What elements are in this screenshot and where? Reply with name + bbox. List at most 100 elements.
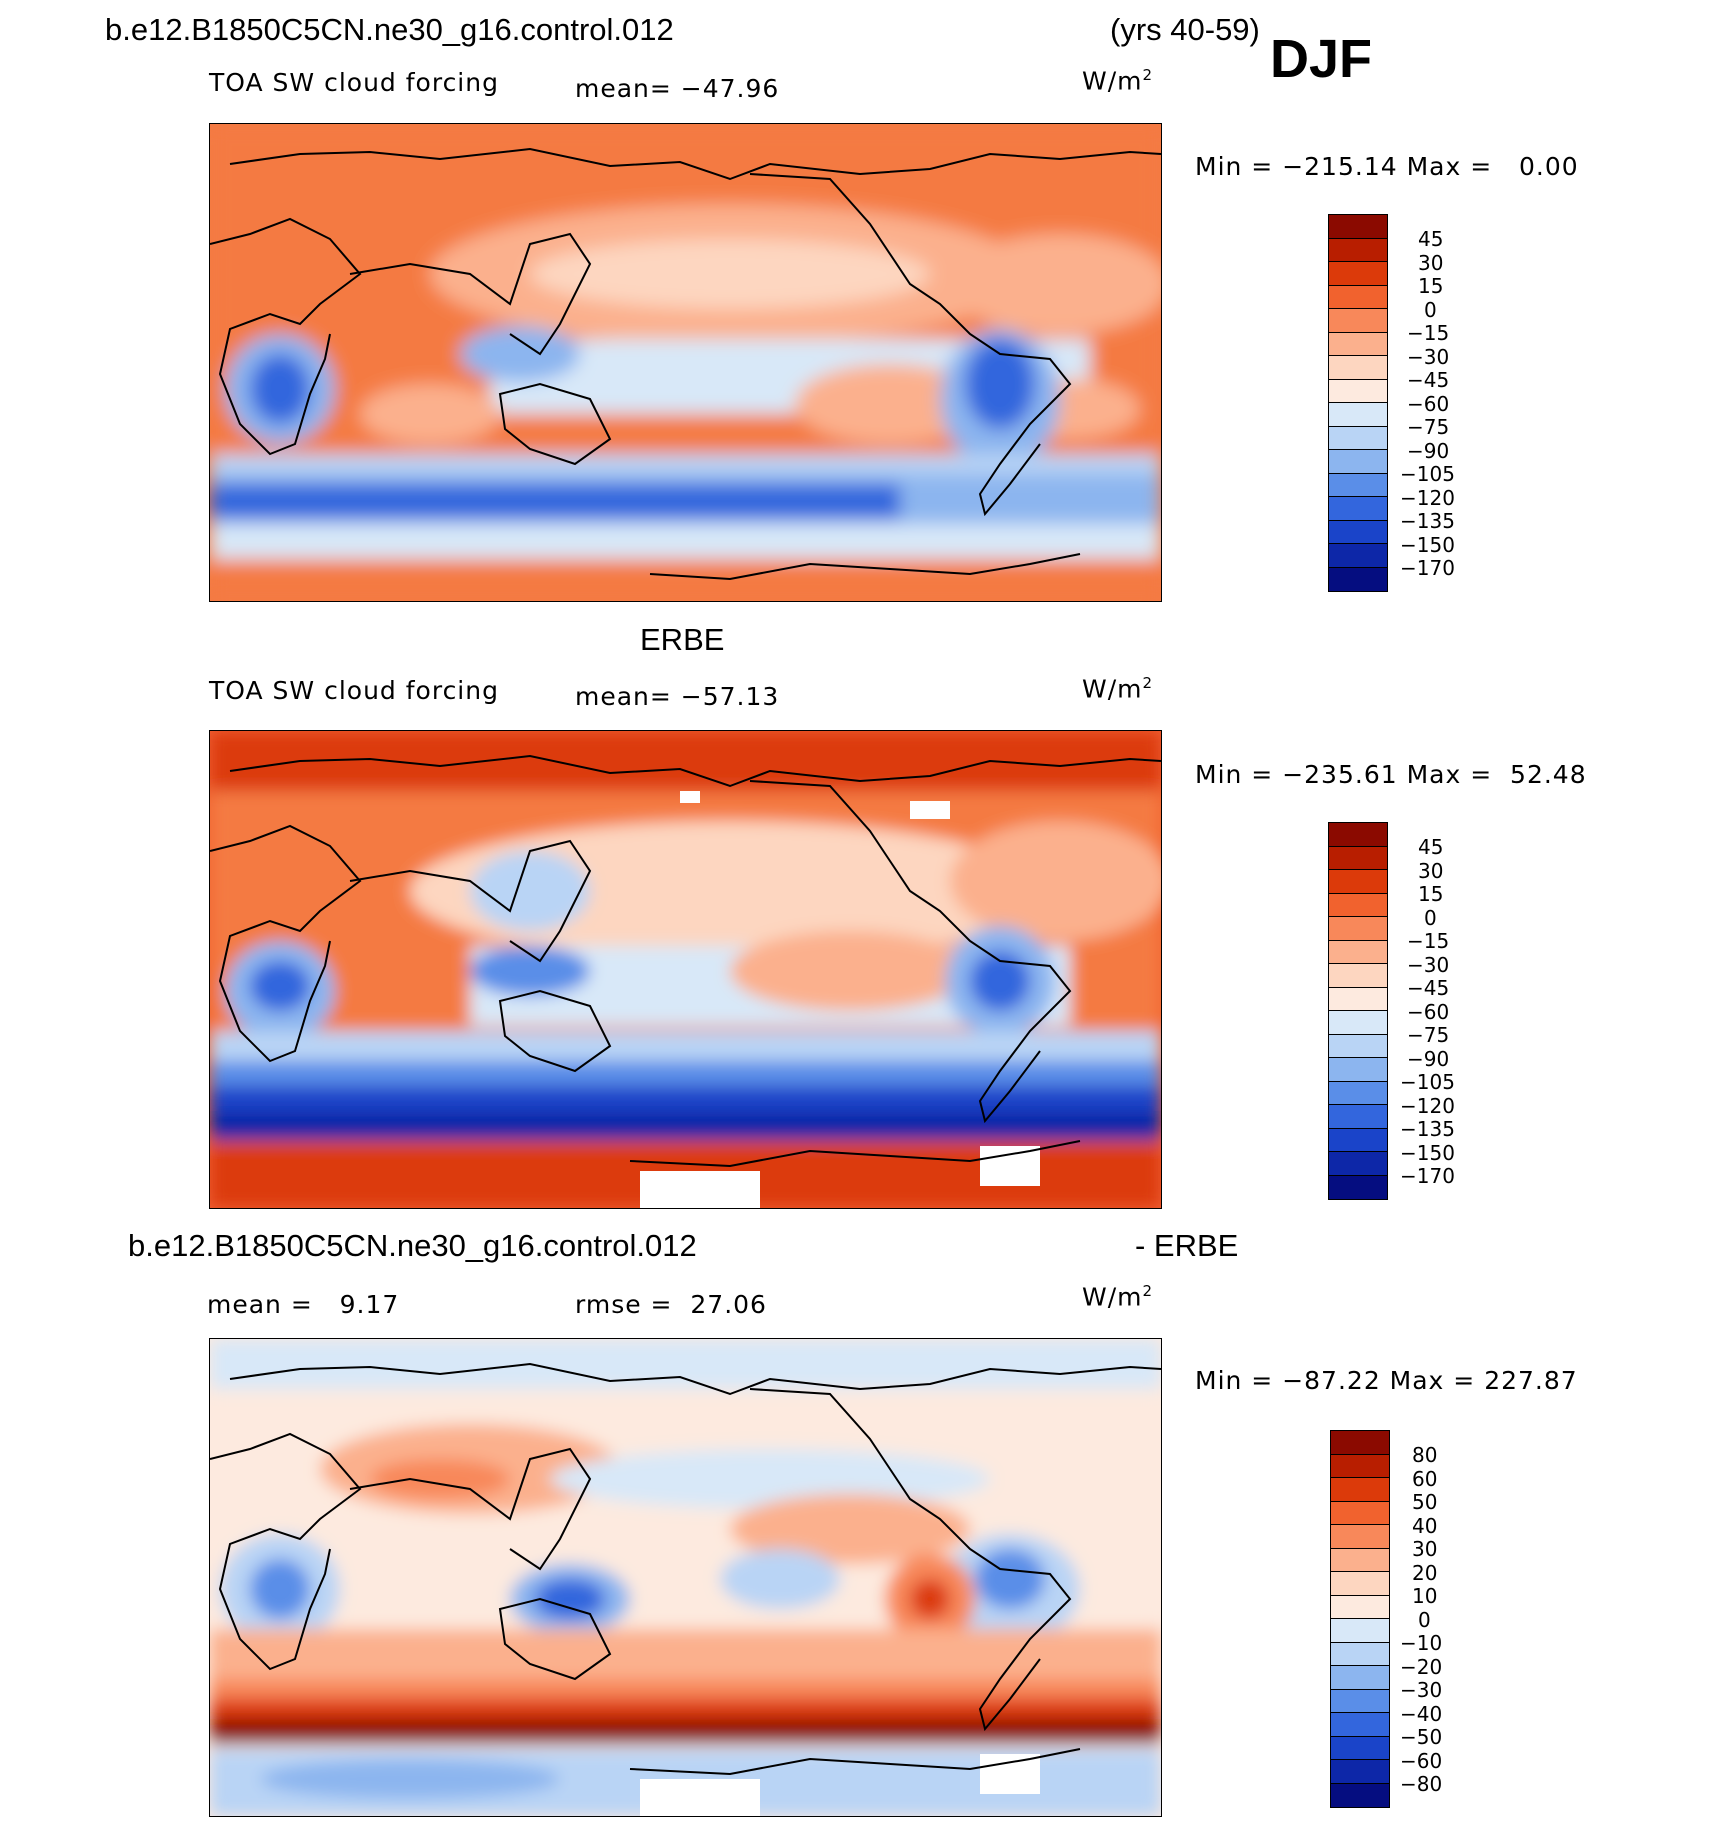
panel1-tick: −150	[1400, 532, 1455, 557]
panel2-variable: TOA SW cloud forcing	[209, 676, 499, 705]
panel3-swatch-15	[1331, 1783, 1389, 1807]
panel2-tick: −30	[1407, 952, 1450, 977]
panel3-tick: 80	[1412, 1443, 1438, 1467]
panel3-tick: −10	[1400, 1631, 1443, 1655]
case-title: b.e12.B1850C5CN.ne30_g16.control.012	[105, 12, 674, 47]
panel1-swatch-10	[1329, 450, 1387, 474]
panel3-tick: 0	[1418, 1607, 1431, 1632]
panel1-swatch-14	[1329, 544, 1387, 568]
panel2-swatch-0	[1329, 823, 1387, 847]
panel3-tick: −60	[1400, 1748, 1443, 1773]
panel2-swatch-8	[1329, 1011, 1387, 1035]
panel1-colorbar	[1328, 214, 1388, 592]
panel1-variable: TOA SW cloud forcing	[209, 68, 499, 97]
panel1-tick: −45	[1407, 368, 1450, 392]
panel2-swatch-14	[1329, 1152, 1387, 1176]
panel2-tick: −150	[1400, 1140, 1455, 1165]
panel2-tick: −105	[1400, 1070, 1455, 1094]
panel2-minmax: Min = −235.61 Max = 52.48	[1195, 760, 1587, 789]
panel2-swatch-12	[1329, 1105, 1387, 1129]
panel1-tick: 45	[1418, 227, 1444, 251]
panel1-tick: −30	[1407, 344, 1450, 369]
panel2-tick: −170	[1400, 1164, 1455, 1188]
panel2-swatch-13	[1329, 1128, 1387, 1152]
panel3-tick: 20	[1412, 1560, 1438, 1585]
panel1-model-map	[209, 123, 1162, 602]
panel1-swatch-12	[1329, 497, 1387, 521]
panel1-tick: 30	[1418, 250, 1444, 275]
panel1-swatch-7	[1329, 379, 1387, 403]
panel2-title: ERBE	[640, 622, 725, 657]
panel1-swatch-8	[1329, 403, 1387, 427]
panel3-minmax: Min = −87.22 Max = 227.87	[1195, 1366, 1578, 1395]
panel2-swatch-6	[1329, 964, 1387, 988]
panel3-swatch-13	[1331, 1736, 1389, 1760]
panel1-swatch-5	[1329, 332, 1387, 356]
panel2-tick: 0	[1424, 905, 1437, 930]
panel1-tick: −170	[1400, 556, 1455, 580]
panel3-swatch-6	[1331, 1572, 1389, 1596]
panel3-swatch-4	[1331, 1525, 1389, 1549]
panel2-swatch-15	[1329, 1175, 1387, 1199]
panel1-tick: 0	[1424, 297, 1437, 322]
panel2-tick: −15	[1407, 929, 1450, 953]
panel3-rmse: rmse = 27.06	[575, 1290, 767, 1319]
panel2-tick: 45	[1418, 835, 1444, 859]
panel2-swatch-1	[1329, 846, 1387, 870]
panel1-swatch-0	[1329, 215, 1387, 239]
panel1-mean: mean= −47.96	[575, 74, 780, 103]
panel1-tick: −75	[1407, 415, 1450, 439]
panel1-swatch-15	[1329, 567, 1387, 591]
panel3-tick: −50	[1400, 1725, 1443, 1749]
panel1-swatch-1	[1329, 238, 1387, 262]
panel3-swatch-5	[1331, 1548, 1389, 1572]
panel3-swatch-2	[1331, 1478, 1389, 1502]
panel1-swatch-4	[1329, 309, 1387, 333]
panel2-units: W/m2	[1082, 674, 1154, 704]
panel3-tick: 50	[1412, 1490, 1438, 1514]
panel2-tick: 15	[1418, 882, 1444, 906]
panel2-tick: 30	[1418, 858, 1444, 883]
panel3-swatch-0	[1331, 1431, 1389, 1455]
panel3-swatch-12	[1331, 1713, 1389, 1737]
panel3-colorbar	[1330, 1430, 1390, 1808]
panel2-swatch-3	[1329, 893, 1387, 917]
panel1-tick: −120	[1400, 485, 1455, 510]
panel1-tick: −135	[1400, 509, 1455, 533]
panel3-units: W/m2	[1082, 1282, 1154, 1312]
panel2-swatch-9	[1329, 1034, 1387, 1058]
panel3-title-right: - ERBE	[1135, 1228, 1239, 1263]
panel3-tick: 30	[1412, 1537, 1438, 1561]
panel3-tick: −80	[1400, 1772, 1443, 1796]
panel2-tick: −60	[1407, 999, 1450, 1024]
panel1-swatch-6	[1329, 356, 1387, 380]
panel2-erbe-map	[209, 730, 1162, 1209]
panel3-tick: −30	[1400, 1678, 1443, 1702]
panel3-tick: −20	[1400, 1654, 1443, 1679]
panel3-difference-map	[209, 1338, 1162, 1817]
panel1-swatch-2	[1329, 262, 1387, 286]
panel1-units: W/m2	[1082, 66, 1154, 96]
panel1-tick: −15	[1407, 321, 1450, 345]
panel3-swatch-3	[1331, 1501, 1389, 1525]
panel1-tick: 15	[1418, 274, 1444, 298]
panel1-tick: −60	[1407, 391, 1450, 416]
panel2-colorbar	[1328, 822, 1388, 1200]
panel3-tick: 40	[1412, 1513, 1438, 1538]
panel3-tick: −40	[1400, 1701, 1443, 1726]
panel3-swatch-1	[1331, 1454, 1389, 1478]
years-label: (yrs 40-59)	[1110, 12, 1260, 47]
panel2-swatch-11	[1329, 1081, 1387, 1105]
panel2-tick: −120	[1400, 1093, 1455, 1118]
panel3-tick: 60	[1412, 1466, 1438, 1491]
panel2-swatch-7	[1329, 987, 1387, 1011]
panel2-swatch-4	[1329, 917, 1387, 941]
panel1-minmax: Min = −215.14 Max = 0.00	[1195, 152, 1579, 181]
panel3-swatch-14	[1331, 1760, 1389, 1784]
panel3-swatch-8	[1331, 1619, 1389, 1643]
panel3-mean: mean = 9.17	[207, 1290, 400, 1319]
panel2-swatch-10	[1329, 1058, 1387, 1082]
panel2-tick: −45	[1407, 976, 1450, 1000]
panel2-swatch-2	[1329, 870, 1387, 894]
panel1-swatch-13	[1329, 520, 1387, 544]
